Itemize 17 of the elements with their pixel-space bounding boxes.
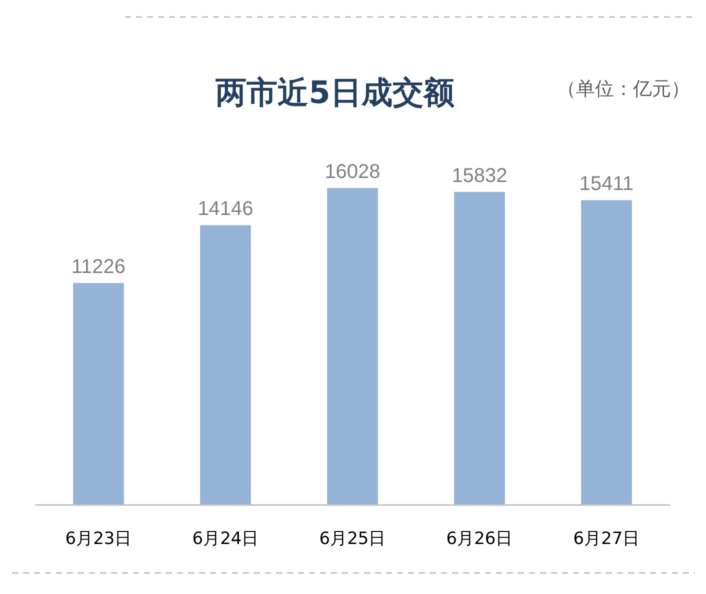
data-label: 15411	[579, 173, 634, 196]
bar	[73, 282, 124, 505]
bar	[454, 192, 505, 505]
x-tick-label: 6月27日	[573, 529, 640, 549]
chart-subtitle: （单位：亿元）	[557, 78, 690, 100]
x-tick-label: 6月25日	[319, 529, 386, 549]
data-label: 14146	[198, 198, 254, 220]
bar	[200, 225, 251, 505]
bar	[327, 188, 378, 505]
x-tick-label: 6月24日	[192, 529, 259, 549]
data-label: 16028	[324, 161, 380, 183]
x-tick-label: 6月23日	[65, 529, 132, 549]
chart-title: 两市近5日成交额	[214, 75, 454, 111]
data-label: 11226	[71, 256, 126, 278]
x-tick-label: 6月26日	[446, 529, 513, 549]
data-label: 15832	[452, 164, 508, 187]
bar	[581, 200, 632, 505]
